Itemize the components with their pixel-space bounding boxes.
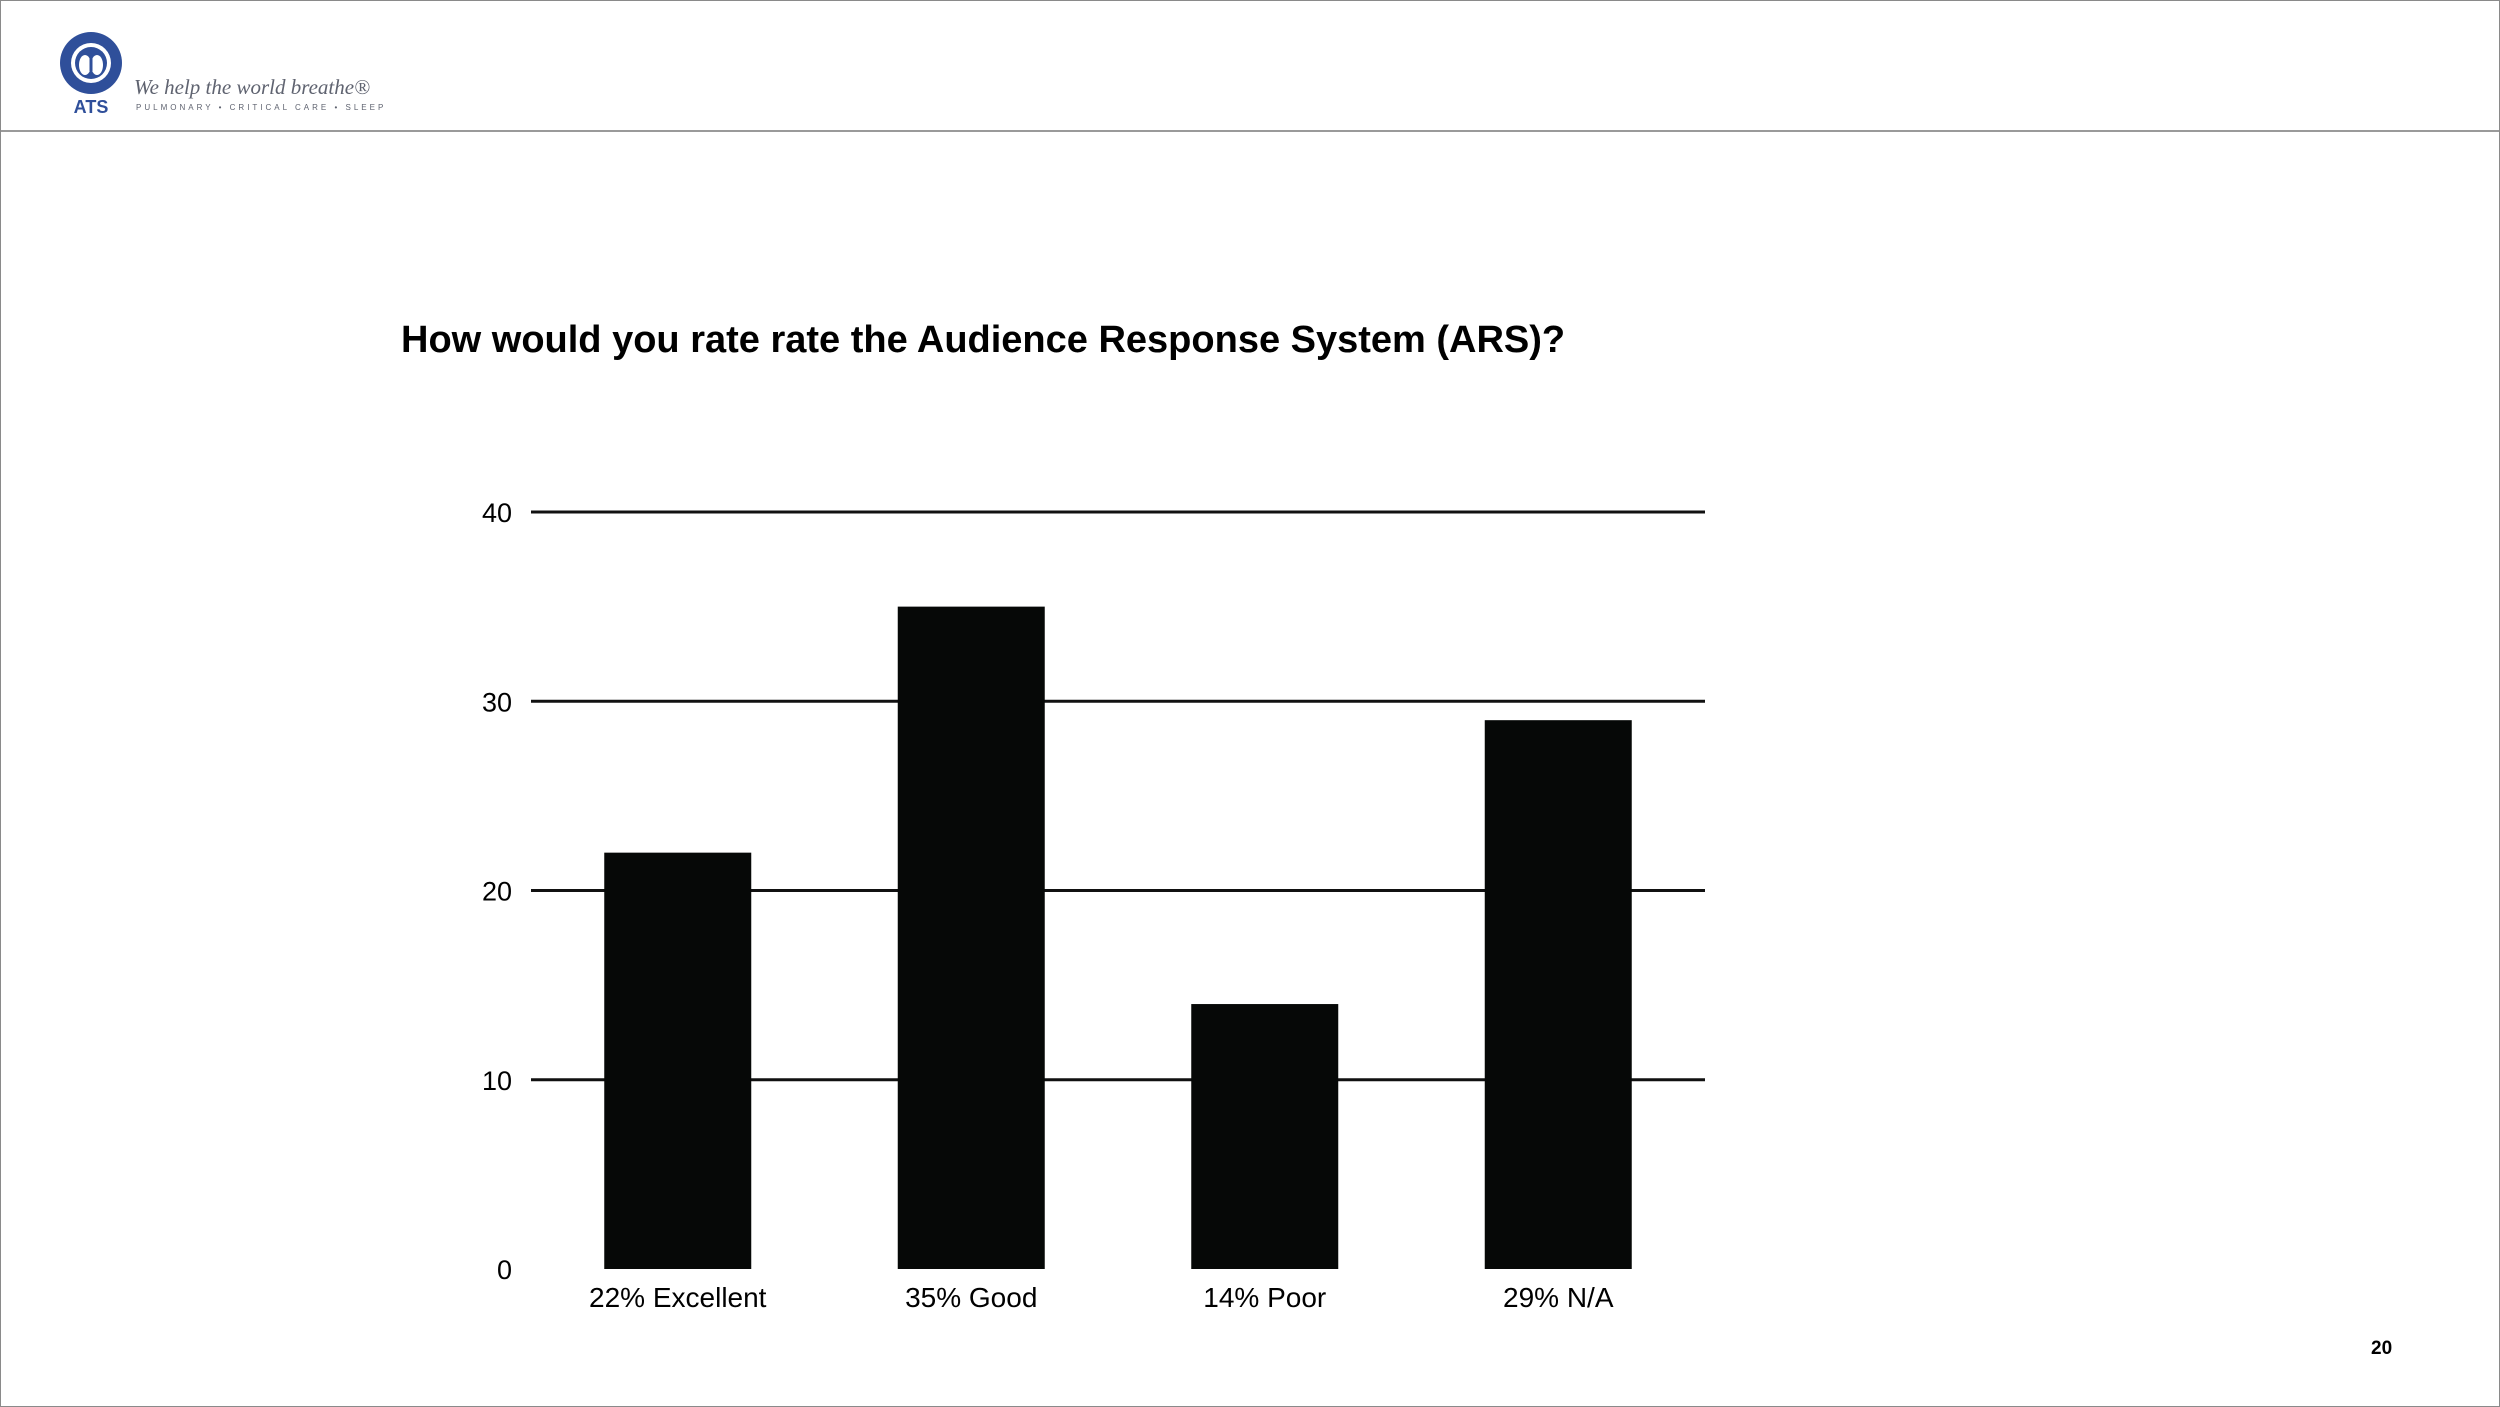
tagline: We help the world breathe® — [134, 75, 371, 99]
tagline-sub: PULMONARY • CRITICAL CARE • SLEEP — [136, 103, 387, 112]
bar-2 — [897, 606, 1045, 1269]
x-category-label: 29% N/A — [1503, 1282, 1614, 1313]
chart-title: How would you rate rate the Audience Res… — [401, 319, 1566, 361]
y-tick-label: 30 — [482, 687, 512, 717]
logo-letters: ATS — [74, 97, 109, 117]
x-category-label: 14% Poor — [1203, 1282, 1326, 1313]
y-tick-label: 0 — [497, 1255, 512, 1285]
ats-seal-icon: ATS — [60, 32, 122, 117]
x-category-label: 22% Excellent — [589, 1282, 767, 1313]
y-tick-label: 10 — [482, 1066, 512, 1096]
x-category-label: 35% Good — [905, 1282, 1037, 1313]
bar-4 — [1484, 720, 1632, 1269]
bar-1 — [604, 852, 752, 1269]
header-bar: ATS We help the world breathe® PULMONARY… — [1, 1, 2499, 132]
page-number: 20 — [2371, 1338, 2393, 1359]
bar-3 — [1191, 1004, 1339, 1269]
y-tick-label: 20 — [482, 877, 512, 907]
y-tick-label: 40 — [482, 498, 512, 528]
